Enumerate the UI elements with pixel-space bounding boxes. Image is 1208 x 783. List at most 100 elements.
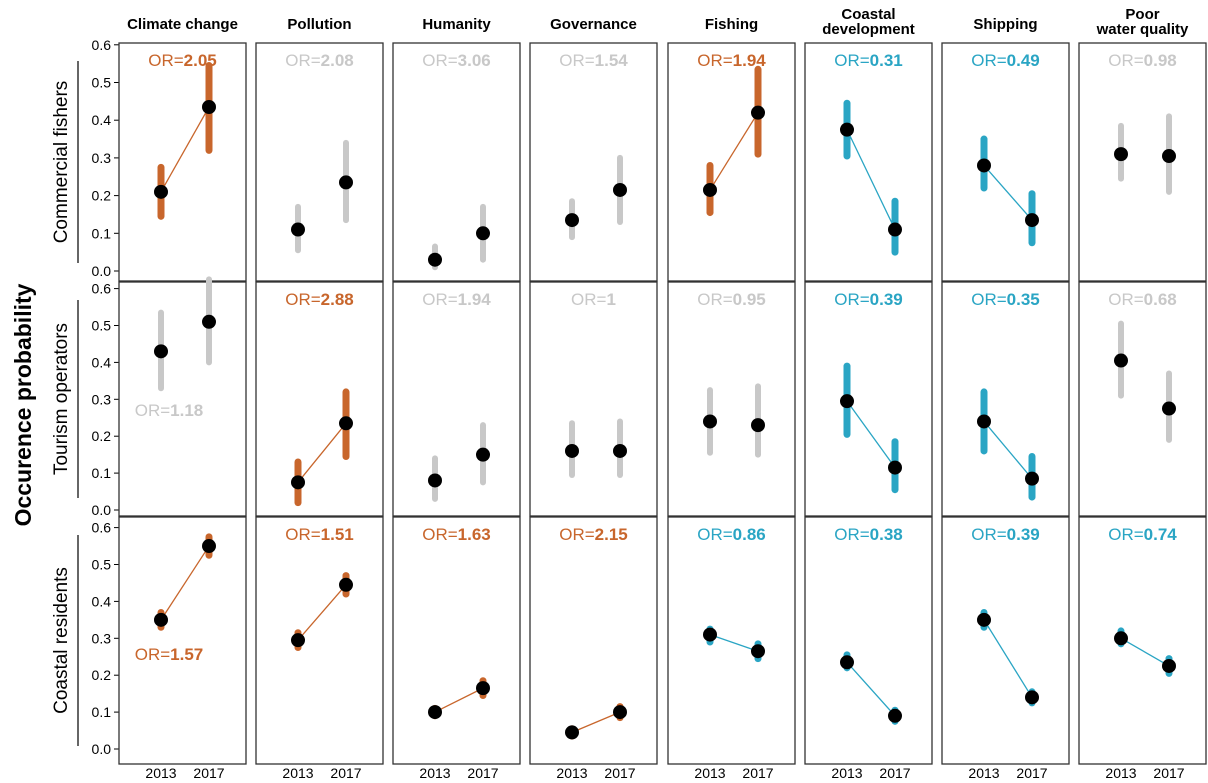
data-point bbox=[977, 158, 991, 173]
y-tick-label: 0.2 bbox=[92, 667, 112, 683]
panel-frame bbox=[804, 516, 933, 765]
data-point bbox=[751, 418, 765, 433]
odds-ratio-label: OR=0.35 bbox=[971, 290, 1040, 309]
data-point bbox=[613, 443, 627, 458]
trend-line bbox=[709, 633, 759, 652]
trend-line bbox=[709, 112, 759, 191]
panel: OR=2.08 bbox=[255, 42, 384, 282]
data-point bbox=[613, 705, 627, 720]
panel: OR=2.88 bbox=[255, 281, 384, 517]
y-tick-label: 0.2 bbox=[92, 428, 112, 444]
row-label: Commercial fishers bbox=[51, 81, 72, 244]
y-tick-label: 0.0 bbox=[92, 502, 112, 518]
y-tick-label: 0.6 bbox=[92, 37, 112, 53]
data-point bbox=[428, 705, 442, 720]
column-header: Pollution bbox=[287, 16, 351, 33]
panel: OR=0.74 bbox=[1078, 516, 1207, 765]
x-tick-label: 2013 bbox=[831, 765, 862, 781]
data-point bbox=[291, 633, 305, 648]
data-point bbox=[202, 100, 216, 115]
y-tick-label: 0.3 bbox=[92, 630, 112, 646]
panel-frame bbox=[529, 281, 658, 517]
data-point bbox=[703, 414, 717, 429]
trend-line bbox=[846, 129, 896, 230]
panel: OR=0.49 bbox=[941, 42, 1070, 282]
x-tick-label: 2013 bbox=[556, 765, 587, 781]
data-point bbox=[154, 344, 168, 359]
row-label: Tourism operators bbox=[51, 323, 72, 475]
trend-line bbox=[983, 619, 1033, 698]
data-point bbox=[703, 627, 717, 642]
y-tick-label: 0.5 bbox=[92, 75, 112, 91]
panel-frame bbox=[118, 281, 247, 517]
panel: OR=0.95 bbox=[667, 281, 796, 517]
odds-ratio-label: OR=1.18 bbox=[135, 401, 204, 420]
column-header: Humanity bbox=[422, 16, 491, 33]
data-point bbox=[1114, 631, 1128, 646]
y-tick-label: 0.4 bbox=[92, 593, 112, 609]
panel-frame bbox=[1078, 516, 1207, 765]
data-point bbox=[291, 475, 305, 490]
panel-frame bbox=[392, 42, 521, 282]
data-point bbox=[1114, 353, 1128, 368]
data-point bbox=[428, 473, 442, 488]
trend-line bbox=[983, 165, 1033, 221]
panel-frame bbox=[392, 516, 521, 765]
panel: OR=1.94 bbox=[667, 42, 796, 282]
panel: OR=0.35 bbox=[941, 281, 1070, 517]
data-point bbox=[888, 222, 902, 237]
trend-line bbox=[846, 661, 896, 717]
panel-frame bbox=[255, 516, 384, 765]
data-point bbox=[339, 175, 353, 190]
odds-ratio-label: OR=1.94 bbox=[422, 290, 491, 309]
panel-frame bbox=[118, 516, 247, 765]
column-header: water quality bbox=[1096, 21, 1189, 38]
odds-ratio-label: OR=0.49 bbox=[971, 51, 1040, 70]
panel-frame bbox=[667, 281, 796, 517]
data-point bbox=[751, 644, 765, 659]
data-point bbox=[703, 182, 717, 197]
column-header: Fishing bbox=[705, 16, 758, 33]
x-tick-label: 2017 bbox=[330, 765, 361, 781]
trend-line bbox=[297, 584, 347, 641]
y-tick-label: 0.2 bbox=[92, 188, 112, 204]
data-point bbox=[888, 460, 902, 475]
y-tick-label: 0.6 bbox=[92, 520, 112, 536]
data-point bbox=[1162, 149, 1176, 164]
x-tick-label: 2017 bbox=[742, 765, 773, 781]
panel: OR=0.31 bbox=[804, 42, 933, 282]
panel-frame bbox=[667, 42, 796, 282]
y-tick-label: 0.1 bbox=[92, 465, 112, 481]
odds-ratio-label: OR=0.98 bbox=[1108, 51, 1177, 70]
data-point bbox=[476, 681, 490, 696]
x-tick-label: 2017 bbox=[604, 765, 635, 781]
panel-frame bbox=[941, 42, 1070, 282]
odds-ratio-label: OR=0.39 bbox=[971, 525, 1040, 544]
data-point bbox=[1162, 658, 1176, 673]
trend-line bbox=[297, 422, 347, 483]
odds-ratio-label: OR=0.39 bbox=[834, 290, 903, 309]
panel: OR=1.51 bbox=[255, 516, 384, 765]
odds-ratio-label: OR=0.68 bbox=[1108, 290, 1177, 309]
data-point bbox=[565, 725, 579, 740]
data-point bbox=[840, 122, 854, 137]
panel: OR=0.86 bbox=[667, 516, 796, 765]
x-tick-label: 2017 bbox=[467, 765, 498, 781]
trend-line bbox=[160, 545, 210, 621]
data-point bbox=[840, 394, 854, 409]
y-tick-label: 0.5 bbox=[92, 318, 112, 334]
panel-frame bbox=[804, 42, 933, 282]
panel-frame bbox=[941, 516, 1070, 765]
odds-ratio-label: OR=1 bbox=[571, 290, 616, 309]
data-point bbox=[840, 655, 854, 670]
data-point bbox=[1025, 471, 1039, 486]
data-point bbox=[977, 414, 991, 429]
panel: OR=0.98 bbox=[1078, 42, 1207, 282]
x-tick-label: 2013 bbox=[694, 765, 725, 781]
panel: OR=1 bbox=[529, 281, 658, 517]
panel-frame bbox=[667, 516, 796, 765]
panel-frame bbox=[804, 281, 933, 517]
odds-ratio-label: OR=1.63 bbox=[422, 525, 491, 544]
y-tick-label: 0.3 bbox=[92, 391, 112, 407]
